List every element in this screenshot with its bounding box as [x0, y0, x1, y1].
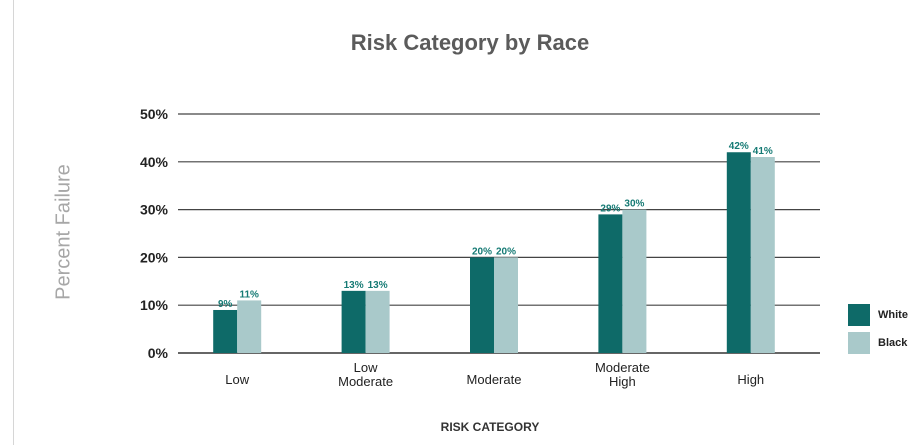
x-tick-label: High [609, 374, 636, 389]
chart-title: Risk Category by Race [350, 30, 590, 55]
legend: White Black [848, 303, 918, 359]
legend-item-white: White [848, 303, 918, 327]
data-label: 41% [753, 146, 773, 157]
bar-white [470, 257, 494, 353]
y-tick-label: 0% [148, 345, 169, 361]
data-label: 13% [344, 280, 364, 291]
y-tick-label: 30% [140, 202, 169, 218]
x-tick-label: High [737, 372, 764, 387]
x-tick-label: Moderate [595, 360, 650, 375]
data-label: 29% [600, 203, 620, 214]
bar-white [213, 309, 238, 353]
bar-white [726, 152, 751, 353]
x-tick-label: Low [225, 372, 249, 387]
bar-black [750, 157, 775, 353]
y-tick-label: 10% [140, 297, 169, 313]
data-label: 13% [368, 280, 388, 291]
x-axis-label: RISK CATEGORY [440, 420, 540, 434]
bar-white [598, 214, 623, 353]
x-tick-label: Moderate [467, 372, 522, 387]
data-label: 42% [729, 141, 749, 152]
y-tick-label: 50% [140, 106, 169, 122]
legend-label-black: Black [878, 337, 908, 349]
x-tick-label: Moderate [338, 374, 393, 389]
bar-white [341, 290, 366, 353]
data-label: 20% [496, 246, 516, 257]
legend-swatch-black [848, 332, 870, 354]
legend-item-black: Black [848, 331, 918, 355]
bar-black [365, 290, 390, 353]
data-label: 9% [218, 299, 233, 310]
legend-swatch-white [848, 304, 870, 326]
legend-label-white: White [878, 309, 908, 321]
y-tick-label: 20% [140, 249, 169, 265]
bar-black [237, 300, 262, 353]
bar-black [494, 257, 518, 353]
data-label: 30% [624, 199, 644, 210]
y-tick-label: 40% [140, 154, 169, 170]
data-label: 20% [472, 246, 492, 257]
data-label: 11% [239, 289, 259, 300]
bar-black [622, 209, 647, 353]
left-divider [13, 0, 14, 445]
x-tick-label: Low [354, 360, 378, 375]
